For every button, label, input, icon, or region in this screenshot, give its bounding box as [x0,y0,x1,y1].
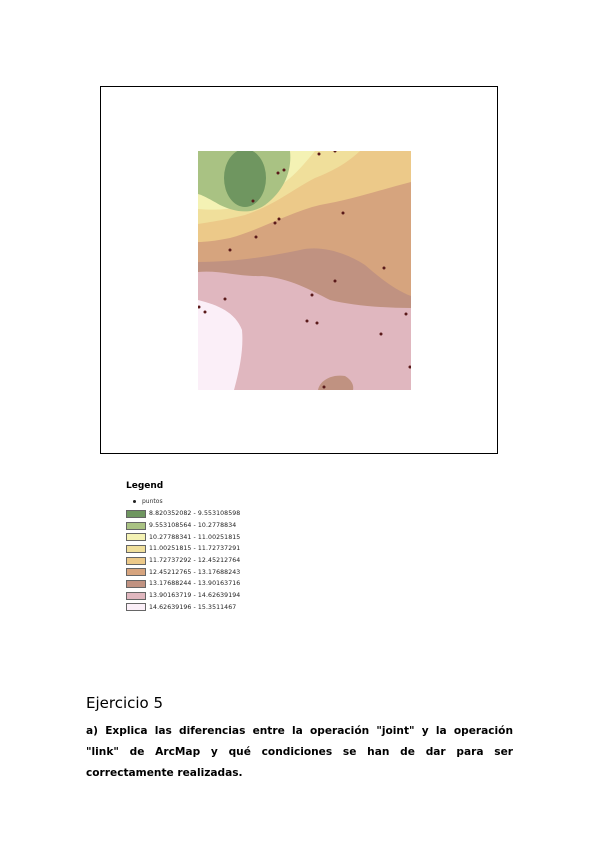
legend-row: 11.72737292 - 12.45212764 [126,555,306,567]
legend-label: 13.17688244 - 13.90163716 [149,580,241,588]
map-legend: Legend puntos 8.820352082 - 9.553108598 … [126,481,306,613]
legend-points-label: puntos [142,497,163,505]
legend-label: 11.00251815 - 11.72737291 [149,545,241,553]
legend-row: 13.90163719 - 14.62639194 [126,590,306,602]
legend-title: Legend [126,481,164,491]
legend-label: 14.62639196 - 15.3511467 [149,603,237,611]
interpolation-map [198,151,411,390]
zone-13-9 [198,271,411,390]
legend-points-entry: puntos [126,495,306,507]
legend-row: 12.45212765 - 13.17688243 [126,566,306,578]
legend-row: 9.553108564 - 10.2778834 [126,520,306,532]
legend-swatch [126,568,146,577]
legend-row: 14.62639196 - 15.3511467 [126,602,306,614]
legend-swatch [126,591,146,600]
legend-label: 13.90163719 - 14.62639194 [149,592,241,600]
exercise-question: a) Explica las diferencias entre la oper… [86,725,513,779]
legend-row: 8.820352082 - 9.553108598 [126,508,306,520]
sample-points [198,151,411,389]
legend-swatch [126,533,146,542]
legend-label: 10.27788341 - 11.00251815 [149,533,241,541]
legend-swatch [126,544,146,553]
legend-label: 11.72737292 - 12.45212764 [149,557,241,565]
legend-label: 9.553108564 - 10.2778834 [149,522,237,530]
legend-swatch [126,556,146,565]
zone-14-6 [198,300,243,390]
legend-swatch [126,579,146,588]
legend-swatch [126,521,146,530]
legend-label: 8.820352082 - 9.553108598 [149,510,241,518]
legend-label: 12.45212765 - 13.17688243 [149,568,241,576]
legend-swatch [126,509,146,518]
legend-swatch [126,603,146,612]
exercise-title: Ejercicio 5 [86,694,164,712]
legend-row: 13.17688244 - 13.90163716 [126,578,306,590]
legend-row: 10.27788341 - 11.00251815 [126,531,306,543]
legend-row: 11.00251815 - 11.72737291 [126,543,306,555]
zone-island [318,375,354,390]
point-marker-icon [126,499,142,503]
zone-8-8 [224,151,266,207]
